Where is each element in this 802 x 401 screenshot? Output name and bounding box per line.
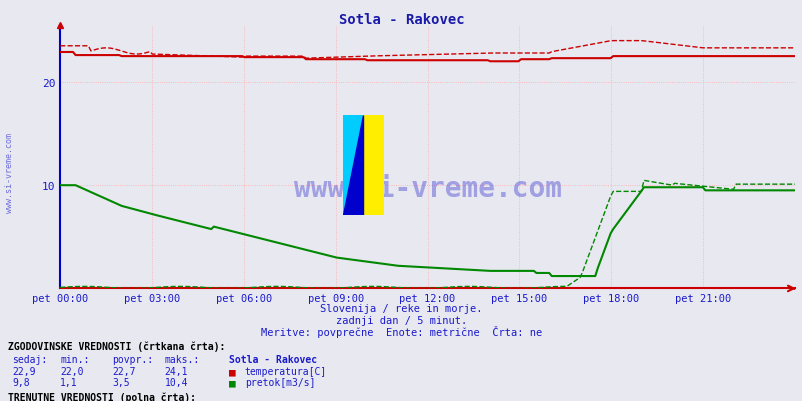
Text: min.:: min.: — [60, 354, 90, 364]
Text: pretok[m3/s]: pretok[m3/s] — [245, 377, 315, 387]
Text: 24,1: 24,1 — [164, 366, 188, 376]
Text: www.si-vreme.com: www.si-vreme.com — [5, 132, 14, 213]
Text: Slovenija / reke in morje.: Slovenija / reke in morje. — [320, 303, 482, 313]
Text: 22,0: 22,0 — [60, 366, 83, 376]
Text: 22,7: 22,7 — [112, 366, 136, 376]
Text: 3,5: 3,5 — [112, 377, 130, 387]
Text: Meritve: povprečne  Enote: metrične  Črta: ne: Meritve: povprečne Enote: metrične Črta:… — [261, 325, 541, 337]
Text: zadnji dan / 5 minut.: zadnji dan / 5 minut. — [335, 315, 467, 325]
Text: ZGODOVINSKE VREDNOSTI (črtkana črta):: ZGODOVINSKE VREDNOSTI (črtkana črta): — [8, 340, 225, 351]
Text: temperatura[C]: temperatura[C] — [245, 366, 326, 376]
Text: maks.:: maks.: — [164, 354, 200, 364]
Text: ■: ■ — [229, 377, 235, 387]
Text: sedaj:: sedaj: — [12, 354, 47, 364]
Text: 10,4: 10,4 — [164, 377, 188, 387]
Text: 9,8: 9,8 — [12, 377, 30, 387]
Text: 22,9: 22,9 — [12, 366, 35, 376]
Text: Sotla - Rakovec: Sotla - Rakovec — [338, 13, 464, 27]
Text: ■: ■ — [229, 366, 235, 376]
Text: TRENUTNE VREDNOSTI (polna črta):: TRENUTNE VREDNOSTI (polna črta): — [8, 391, 196, 401]
Text: www.si-vreme.com: www.si-vreme.com — [294, 175, 561, 203]
Text: 1,1: 1,1 — [60, 377, 78, 387]
Text: povpr.:: povpr.: — [112, 354, 153, 364]
Text: Sotla - Rakovec: Sotla - Rakovec — [229, 354, 317, 364]
